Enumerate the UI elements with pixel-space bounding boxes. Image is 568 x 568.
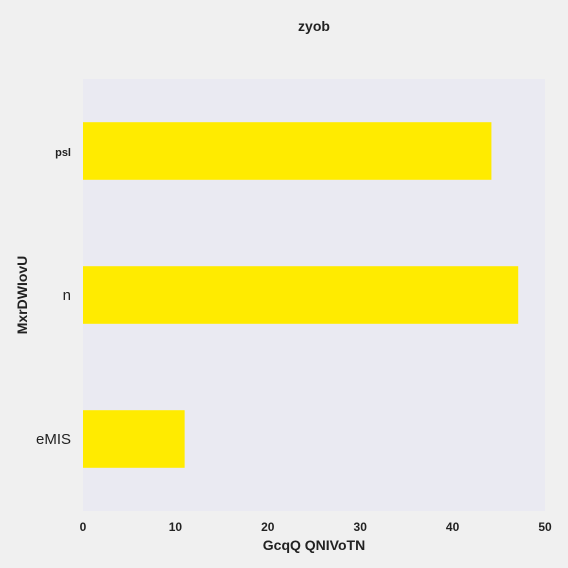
- x-tick-label-20: 20: [261, 520, 275, 534]
- x-tick-labels: 0 10 20 30 40 50: [80, 520, 552, 534]
- chart-title: zyob: [298, 18, 330, 34]
- y-tick-label-psl: psl: [55, 147, 71, 159]
- bars-layer: [83, 122, 519, 468]
- x-tick-label-0: 0: [80, 520, 87, 534]
- x-tick-label-30: 30: [354, 520, 368, 534]
- x-tick-label-10: 10: [169, 520, 183, 534]
- x-tick-label-40: 40: [446, 520, 460, 534]
- y-tick-labels: psl n eMIS: [36, 147, 71, 448]
- y-tick-label-n: n: [63, 287, 71, 304]
- y-axis-label: MxrDWIovU: [14, 256, 30, 335]
- bar-eMIS: [83, 410, 185, 468]
- y-tick-label-eMIS: eMIS: [36, 431, 71, 448]
- bar-psl: [83, 122, 492, 180]
- x-tick-label-50: 50: [538, 520, 552, 534]
- bar-n: [83, 266, 519, 324]
- x-axis-label: GcqQ QNIVoTN: [263, 537, 365, 553]
